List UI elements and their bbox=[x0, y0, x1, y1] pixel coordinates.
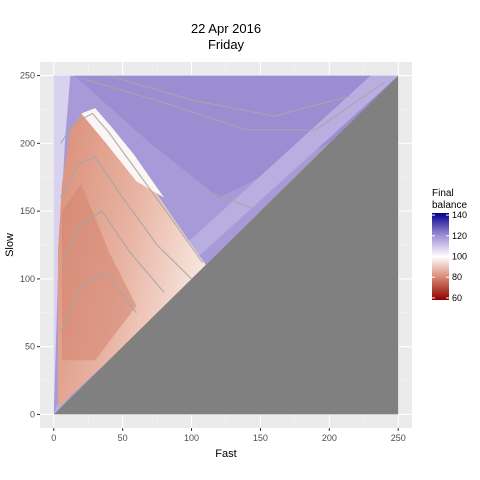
contour-line bbox=[81, 77, 385, 131]
x-tick-label: 0 bbox=[51, 433, 56, 443]
contour-line bbox=[60, 271, 137, 334]
legend-tick-label: 120 bbox=[452, 231, 467, 241]
legend-title-line-2: balance bbox=[432, 200, 467, 211]
legend-tick-label: 140 bbox=[452, 210, 467, 220]
chart-title: 22 Apr 2016 bbox=[191, 21, 261, 36]
heat-region-upper-band bbox=[74, 75, 399, 198]
contour-line bbox=[205, 142, 330, 212]
y-tick-label: 0 bbox=[30, 409, 35, 419]
x-axis: 0 50 100 150 200 250 bbox=[51, 428, 406, 443]
x-tick-label: 100 bbox=[184, 433, 199, 443]
heat-region-left-edge bbox=[53, 75, 71, 415]
masked-region bbox=[53, 75, 399, 415]
y-tick-label: 100 bbox=[20, 274, 35, 284]
legend-tick-label: 100 bbox=[452, 252, 467, 262]
x-tick-label: 50 bbox=[118, 433, 128, 443]
legend-colorbar bbox=[432, 213, 449, 300]
y-tick-label: 50 bbox=[25, 342, 35, 352]
y-axis: 0 50 100 150 200 250 bbox=[20, 71, 40, 419]
contour-line bbox=[60, 112, 204, 263]
legend-tick-label: 80 bbox=[452, 272, 462, 282]
chart-subtitle: Friday bbox=[208, 37, 245, 52]
heat-region-ridge bbox=[81, 108, 164, 198]
contour-line bbox=[60, 156, 193, 280]
x-axis-title: Fast bbox=[215, 448, 236, 460]
y-tick-label: 200 bbox=[20, 138, 35, 148]
y-axis-title: Slow bbox=[4, 233, 16, 257]
heat-region-lowest bbox=[62, 184, 137, 361]
contour-line bbox=[60, 210, 165, 293]
x-tick-label: 150 bbox=[253, 433, 268, 443]
y-tick-label: 150 bbox=[20, 206, 35, 216]
x-tick-label: 200 bbox=[322, 433, 337, 443]
x-tick-label: 250 bbox=[391, 433, 406, 443]
y-tick-label: 250 bbox=[20, 71, 35, 81]
legend: Final balance 60 80 100 120 140 bbox=[432, 188, 467, 303]
legend-tick-label: 60 bbox=[452, 293, 462, 303]
legend-title-line-1: Final bbox=[432, 188, 454, 199]
contour-lines bbox=[60, 75, 385, 334]
contour-line bbox=[108, 75, 351, 117]
